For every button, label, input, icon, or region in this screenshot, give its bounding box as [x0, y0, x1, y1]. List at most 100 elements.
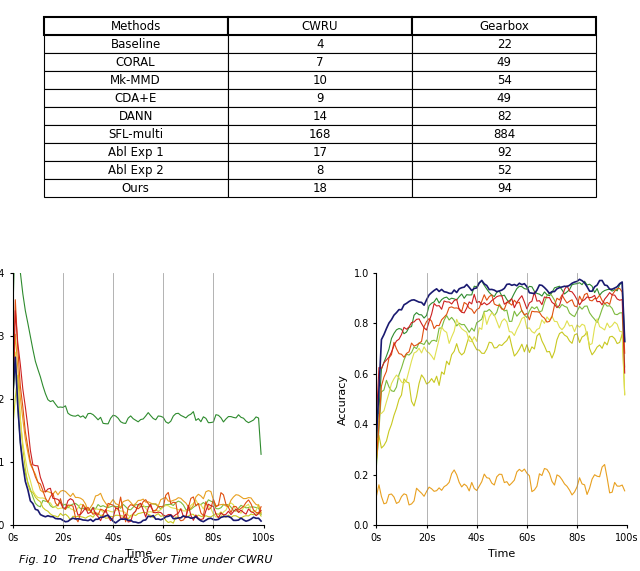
CDA_E [250, 508, 257, 514]
Baseline [604, 286, 611, 293]
ours [142, 517, 150, 524]
Abl1 [616, 285, 623, 292]
CDA_E [621, 392, 628, 399]
Text: Fig. 10   Trend Charts over Time under CWRU: Fig. 10 Trend Charts over Time under CWR… [19, 555, 273, 565]
Abl1 [162, 492, 170, 498]
Ab2 [12, 307, 19, 314]
Mk-MMD [250, 512, 257, 518]
Coral [59, 502, 67, 509]
ours [420, 302, 428, 309]
DANN [613, 482, 621, 489]
Abl1 [430, 325, 438, 332]
ours [576, 276, 584, 283]
CDA_E [604, 320, 611, 327]
Baseline [9, 313, 17, 320]
Mk-MMD [59, 512, 67, 519]
Ab2 [242, 510, 250, 517]
Abl1 [500, 306, 508, 313]
Baseline [611, 286, 618, 293]
Line: CDA_E: CDA_E [376, 313, 625, 448]
Ab2 [621, 369, 628, 376]
Line: Mk-MMD: Mk-MMD [13, 375, 261, 523]
Ab2 [250, 509, 257, 516]
Abl1 [12, 296, 19, 303]
Ab2 [604, 293, 611, 300]
Ab2 [500, 301, 508, 308]
Coral [12, 360, 19, 367]
Coral [500, 308, 508, 315]
Abl1 [372, 456, 380, 463]
DANN [405, 501, 413, 508]
ours [9, 392, 17, 399]
Ab2 [563, 282, 571, 289]
Line: Coral: Coral [13, 363, 261, 514]
Coral [546, 289, 554, 296]
Baseline [59, 404, 67, 411]
Mk-MMD [430, 379, 438, 386]
Abl1 [122, 518, 129, 525]
ours [611, 284, 618, 291]
Ab2 [69, 497, 77, 504]
DANN [606, 489, 614, 496]
Y-axis label: Accuracy: Accuracy [338, 373, 348, 425]
Baseline [12, 221, 19, 228]
Mk-MMD [242, 512, 250, 519]
Coral [239, 503, 247, 510]
Mk-MMD [611, 335, 618, 342]
Line: Abl1: Abl1 [13, 300, 261, 522]
Line: Ab2: Ab2 [376, 286, 625, 419]
Coral [372, 463, 380, 469]
DANN [503, 478, 511, 485]
Abl1 [520, 311, 528, 318]
Baseline [503, 296, 511, 303]
Baseline [478, 278, 486, 284]
Abl1 [142, 496, 150, 503]
ours [430, 287, 438, 294]
DANN [69, 490, 77, 497]
DANN [372, 493, 380, 500]
Line: Mk-MMD: Mk-MMD [376, 332, 625, 461]
Baseline [430, 299, 438, 305]
Coral [9, 396, 17, 403]
Line: Abl1: Abl1 [376, 288, 625, 460]
Line: Baseline: Baseline [13, 224, 261, 455]
ours [12, 354, 19, 361]
Coral [604, 303, 611, 309]
Ab2 [372, 415, 380, 422]
DANN [59, 487, 67, 494]
Baseline [159, 414, 167, 421]
CDA_E [127, 514, 134, 521]
Ab2 [142, 513, 150, 520]
Baseline [69, 412, 77, 419]
Ab2 [520, 299, 528, 305]
CDA_E [142, 505, 150, 512]
CDA_E [372, 444, 380, 451]
CDA_E [481, 309, 488, 316]
Mk-MMD [14, 372, 22, 379]
Mk-MMD [500, 339, 508, 346]
Coral [430, 337, 438, 344]
DANN [601, 461, 609, 468]
Abl1 [621, 350, 628, 357]
Coral [611, 311, 618, 317]
X-axis label: Time: Time [125, 549, 152, 558]
Ab2 [59, 504, 67, 511]
Abl1 [59, 504, 67, 511]
Coral [247, 504, 255, 510]
Abl1 [257, 503, 265, 510]
Baseline [523, 286, 531, 292]
Line: Ab2: Ab2 [13, 311, 261, 522]
Ab2 [9, 403, 17, 409]
Baseline [257, 451, 265, 458]
ours [69, 515, 77, 522]
Mk-MMD [159, 512, 167, 519]
ours [59, 517, 67, 524]
Baseline [239, 415, 247, 421]
ours [604, 282, 611, 289]
CDA_E [242, 502, 250, 509]
Baseline [140, 416, 147, 423]
Line: Coral: Coral [376, 293, 625, 466]
Abl1 [608, 292, 616, 299]
Abl1 [69, 502, 77, 509]
ours [621, 338, 628, 345]
